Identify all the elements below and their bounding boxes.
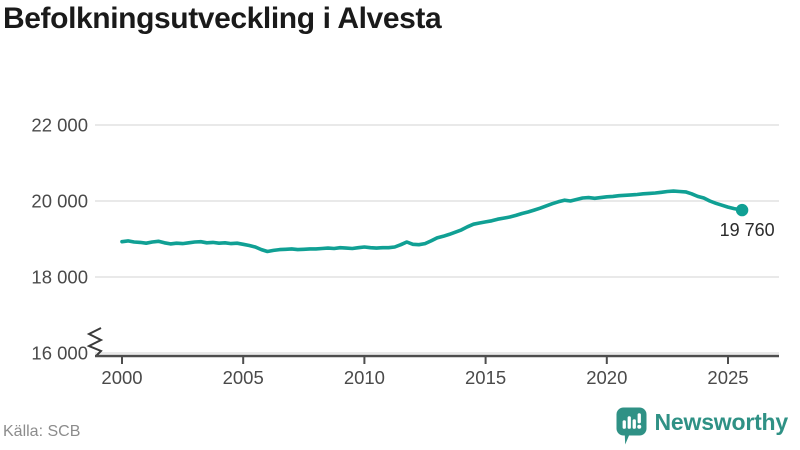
latest-value-label: 19 760 — [720, 220, 775, 240]
source-note: Källa: SCB — [3, 423, 81, 440]
x-tick-label: 2015 — [465, 367, 506, 388]
newsworthy-logo-text: Newsworthy — [654, 409, 789, 435]
latest-point-marker — [735, 203, 749, 217]
y-tick-label: 20 000 — [31, 191, 88, 212]
y-tick-label: 22 000 — [31, 115, 88, 136]
x-tick-label: 2005 — [223, 367, 264, 388]
newsworthy-logo[interactable]: Newsworthy — [616, 407, 788, 446]
y-tick-label: 16 000 — [31, 343, 88, 364]
axis-break-icon — [86, 327, 104, 357]
population-line — [120, 189, 744, 254]
x-tick-label: 2020 — [586, 367, 627, 388]
x-tick-label: 2025 — [707, 367, 748, 388]
x-tick-label: 2010 — [344, 367, 385, 388]
x-tick-label: 2000 — [101, 367, 142, 388]
y-tick-label: 18 000 — [31, 267, 88, 288]
page-title: Befolkningsutveckling i Alvesta — [3, 2, 442, 35]
newsworthy-speech-bubble-bar-chart-icon — [616, 407, 647, 445]
